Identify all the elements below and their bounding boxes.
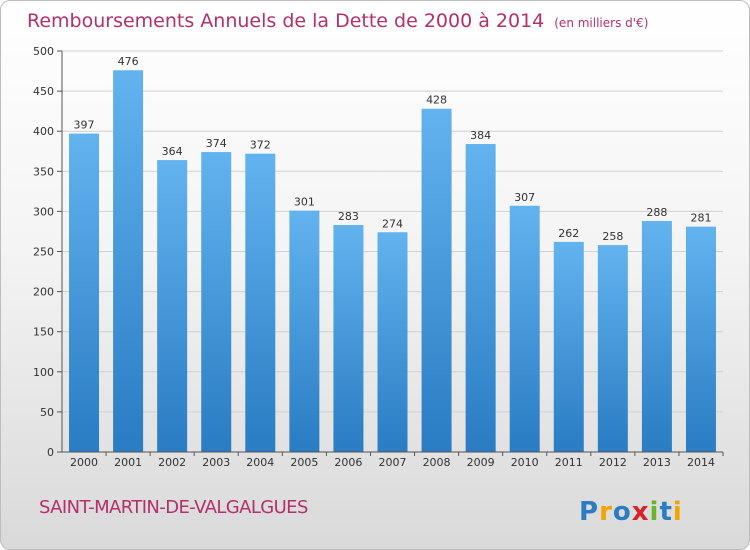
value-label-2006: 283 [338, 210, 359, 223]
y-tick-label: 100 [33, 366, 54, 379]
bar-2000 [69, 133, 100, 452]
bar-2011 [553, 241, 584, 452]
y-tick-label: 150 [33, 326, 54, 339]
bar-2008 [421, 108, 452, 452]
y-tick-label: 200 [33, 286, 54, 299]
x-tick-label-2001: 2001 [114, 456, 142, 469]
x-tick-label-2002: 2002 [158, 456, 186, 469]
bar-2009 [465, 144, 496, 453]
value-label-2002: 364 [162, 145, 183, 158]
value-label-2009: 384 [470, 129, 491, 142]
chart-title: Remboursements Annuels de la Dette de 20… [27, 10, 648, 32]
value-label-2005: 301 [294, 196, 315, 209]
x-tick-label-2007: 2007 [379, 456, 407, 469]
bar-2014 [685, 226, 716, 452]
y-tick-label: 450 [33, 85, 54, 98]
value-label-2001: 476 [118, 55, 139, 68]
value-label-2014: 281 [690, 212, 711, 225]
value-label-2013: 288 [646, 206, 667, 219]
value-label-2007: 274 [382, 217, 403, 230]
x-tick-label-2006: 2006 [334, 456, 362, 469]
value-label-2011: 262 [558, 227, 579, 240]
y-tick-label: 350 [33, 165, 54, 178]
x-tick-label-2009: 2009 [467, 456, 495, 469]
x-tick-label-2014: 2014 [687, 456, 715, 469]
y-tick-label: 50 [40, 406, 54, 419]
value-label-2012: 258 [602, 230, 623, 243]
bar-2006 [333, 225, 364, 452]
x-tick-label-2000: 2000 [70, 456, 98, 469]
y-tick-label: 250 [33, 246, 54, 259]
value-label-2008: 428 [426, 94, 447, 107]
proxiti-logo: Proxiti [579, 497, 683, 527]
x-tick-label-2003: 2003 [202, 456, 230, 469]
y-tick-label: 300 [33, 205, 54, 218]
unit-subtitle: (en milliers d'€) [554, 16, 649, 30]
bar-2010 [509, 205, 540, 452]
x-tick-label-2013: 2013 [643, 456, 671, 469]
y-tick-label: 0 [47, 446, 54, 459]
labels: 0 50 100 150 200 250 300 350 400 450 500 397 2000 476… [33, 45, 715, 469]
axes [57, 50, 724, 456]
logo-text: Proxiti [579, 497, 683, 527]
x-tick-label-2010: 2010 [511, 456, 539, 469]
y-tick-label: 400 [33, 125, 54, 138]
y-tick-label: 500 [33, 45, 54, 58]
title-text: Remboursements Annuels de la Dette de 20… [27, 10, 545, 32]
value-label-2000: 397 [74, 119, 95, 132]
x-tick-label-2008: 2008 [423, 456, 451, 469]
bar-2002 [157, 160, 188, 452]
bar-2007 [377, 232, 408, 452]
x-tick-label-2004: 2004 [246, 456, 274, 469]
value-label-2010: 307 [514, 191, 535, 204]
x-tick-label-2011: 2011 [555, 456, 583, 469]
commune-name: SAINT-MARTIN-DE-VALGALGUES [39, 497, 308, 518]
bar-2013 [641, 221, 672, 452]
bar-2001 [113, 70, 144, 453]
value-label-2004: 372 [250, 139, 271, 152]
bars [69, 70, 716, 453]
x-tick-label-2012: 2012 [599, 456, 627, 469]
bar-2003 [201, 152, 232, 452]
bar-2005 [289, 210, 320, 452]
bar-2004 [245, 153, 276, 452]
value-label-2003: 374 [206, 137, 227, 150]
x-tick-label-2005: 2005 [290, 456, 318, 469]
bar-2012 [597, 245, 628, 452]
